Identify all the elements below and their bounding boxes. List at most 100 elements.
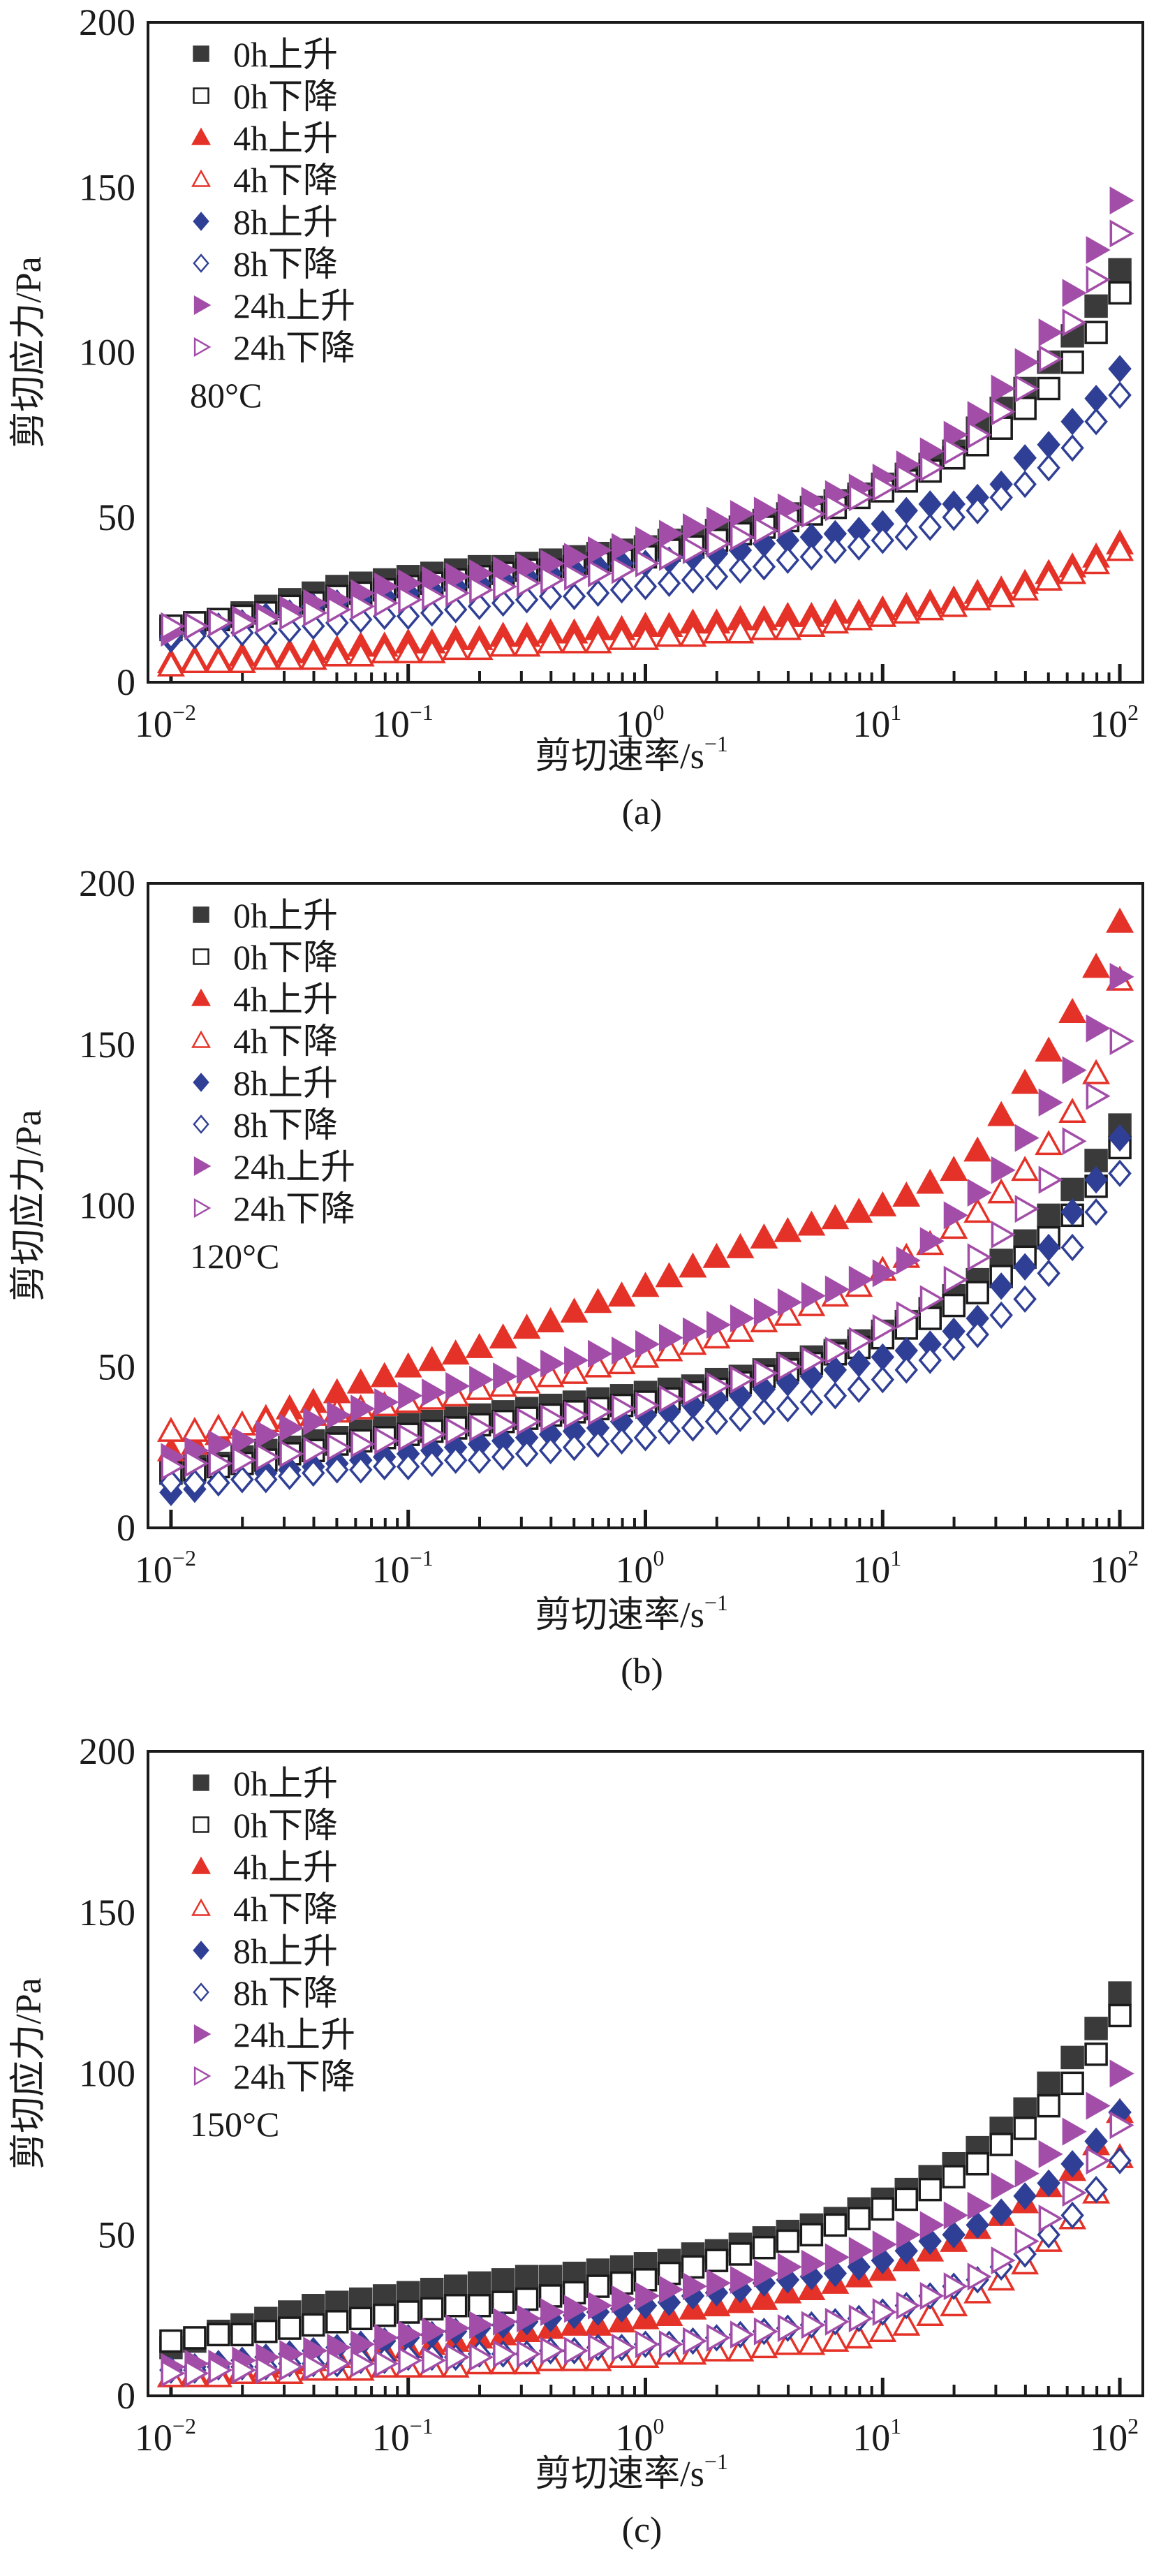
data-point bbox=[1084, 1198, 1108, 1226]
data-point bbox=[1013, 443, 1037, 472]
data-point bbox=[398, 1381, 423, 1410]
data-point bbox=[491, 2290, 515, 2314]
data-point bbox=[896, 1246, 921, 1274]
legend-label: 24h下降 bbox=[233, 328, 355, 367]
data-point bbox=[1086, 1082, 1111, 1110]
y-tick-label: 200 bbox=[79, 862, 135, 904]
x-tick-base: 10 bbox=[852, 2417, 890, 2459]
data-point bbox=[631, 1272, 660, 1297]
data-point bbox=[1084, 1165, 1108, 1194]
y-tick-label: 0 bbox=[117, 661, 135, 703]
data-point bbox=[967, 1179, 992, 1207]
data-point bbox=[1108, 1124, 1132, 1152]
data-point bbox=[161, 612, 186, 640]
temperature-annotation: 80°C bbox=[190, 376, 262, 415]
data-point bbox=[797, 612, 826, 638]
data-point bbox=[1038, 2140, 1063, 2168]
data-point bbox=[726, 1232, 755, 1258]
data-point bbox=[633, 1424, 658, 1452]
data-point bbox=[967, 401, 992, 429]
y-tick-label: 150 bbox=[79, 1892, 135, 1934]
data-point bbox=[752, 1398, 776, 1426]
data-point bbox=[1108, 1981, 1132, 2005]
data-point bbox=[704, 563, 729, 591]
data-point bbox=[1108, 2147, 1132, 2174]
data-point bbox=[702, 618, 731, 644]
data-point bbox=[730, 1304, 755, 1333]
x-tick-label: 10−1 bbox=[372, 700, 434, 745]
data-point bbox=[799, 543, 824, 571]
data-point bbox=[1038, 318, 1063, 347]
data-point bbox=[422, 1378, 447, 1407]
data-point bbox=[801, 500, 826, 529]
legend-label: 8h下降 bbox=[233, 244, 338, 284]
data-point bbox=[540, 566, 565, 594]
data-point bbox=[918, 513, 942, 541]
x-tick-label: 102 bbox=[1090, 1545, 1139, 1591]
data-point bbox=[967, 420, 992, 449]
data-point bbox=[919, 1285, 945, 1313]
data-point bbox=[872, 1313, 897, 1342]
data-point bbox=[1062, 1127, 1087, 1156]
data-point bbox=[584, 1288, 612, 1313]
data-point bbox=[394, 638, 422, 663]
data-point bbox=[845, 1198, 873, 1223]
data-point bbox=[967, 2262, 992, 2291]
data-point bbox=[1011, 1068, 1040, 1094]
x-tick-base: 10 bbox=[135, 2417, 172, 2459]
data-point bbox=[776, 2229, 800, 2253]
data-point bbox=[493, 2339, 518, 2369]
data-point bbox=[916, 1168, 945, 1194]
data-point bbox=[894, 1356, 919, 1384]
data-point bbox=[706, 529, 731, 558]
data-point bbox=[940, 1156, 968, 1182]
y-tick-label: 200 bbox=[79, 1, 135, 43]
legend-label: 0h下降 bbox=[233, 938, 338, 977]
y-tick-label: 200 bbox=[79, 1730, 135, 1772]
data-point bbox=[704, 1408, 729, 1436]
series-7 bbox=[161, 2111, 1134, 2387]
x-axis-label-exponent: −1 bbox=[704, 1590, 728, 1615]
data-point bbox=[753, 496, 778, 525]
data-point bbox=[564, 1401, 589, 1429]
x-tick-base: 10 bbox=[372, 1549, 410, 1591]
x-tick-base: 10 bbox=[852, 1549, 890, 1591]
data-point bbox=[467, 2271, 491, 2295]
data-point bbox=[894, 2237, 919, 2265]
data-point bbox=[635, 1391, 660, 1420]
data-point bbox=[942, 1333, 966, 1362]
data-point bbox=[892, 1182, 921, 1207]
data-point bbox=[443, 1446, 468, 1474]
data-point bbox=[420, 2277, 444, 2302]
data-point bbox=[207, 1469, 230, 1497]
data-point bbox=[919, 2281, 945, 2310]
data-point bbox=[515, 2265, 539, 2288]
data-point bbox=[208, 608, 233, 637]
x-tick-exponent: 0 bbox=[653, 700, 665, 725]
data-point bbox=[346, 641, 375, 667]
data-point bbox=[394, 1352, 422, 1378]
data-point bbox=[1058, 997, 1087, 1023]
data-point bbox=[894, 2187, 919, 2211]
data-point bbox=[1013, 2097, 1037, 2121]
legend-marker bbox=[193, 1156, 212, 1177]
data-point bbox=[327, 2349, 352, 2378]
data-point bbox=[706, 1371, 731, 1400]
data-point bbox=[465, 1332, 494, 1358]
data-point bbox=[726, 1316, 755, 1342]
data-point bbox=[657, 569, 681, 597]
x-tick-label: 100 bbox=[616, 1545, 665, 1591]
data-point bbox=[655, 1262, 683, 1288]
data-point bbox=[1060, 1233, 1084, 1262]
data-point bbox=[302, 2313, 325, 2337]
data-point bbox=[517, 2304, 542, 2333]
data-point bbox=[1108, 1159, 1132, 1188]
x-tick-base: 10 bbox=[852, 703, 890, 745]
panel-label: (b) bbox=[621, 1651, 663, 1691]
data-point bbox=[1106, 907, 1134, 933]
data-point bbox=[372, 2303, 397, 2327]
data-point bbox=[254, 1466, 278, 1494]
data-point bbox=[943, 1201, 968, 1230]
series-7 bbox=[161, 1027, 1134, 1481]
